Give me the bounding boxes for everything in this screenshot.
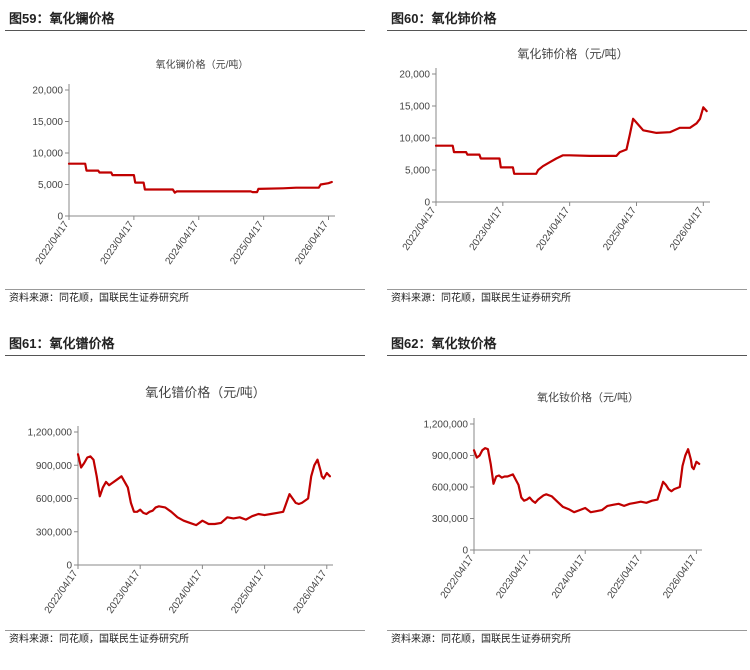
source-note: 资料来源：同花顺，国联民生证券研究所 xyxy=(5,289,365,308)
figure-title: 图62：氧化钕价格 xyxy=(387,333,747,356)
y-tick-label: 600,000 xyxy=(432,483,469,494)
x-tick-label: 2026/04/17 xyxy=(661,553,699,601)
chart-area: 氧化镨价格（元/吨） 0 300,000 600,000 900,000 1,200,00… xyxy=(5,357,365,629)
source-note: 资料来源：同花顺，国联民生证券研究所 xyxy=(387,630,747,649)
x-tick-label: 2023/04/17 xyxy=(99,219,137,267)
chart-title: 氧化镨价格（元/吨） xyxy=(145,385,266,400)
panel-praseodymium-oxide: 图61：氧化镨价格 氧化镨价格（元/吨） 0 300,000 600,000 900,0… xyxy=(5,333,365,645)
y-tick-label: 0 xyxy=(66,561,72,572)
x-tick-label: 2024/04/17 xyxy=(167,568,205,616)
y-tick-label: 600,000 xyxy=(36,494,73,505)
y-tick-label: 5,000 xyxy=(38,180,63,191)
chart-area: 氧化镧价格（元/吨） 0 5,000 10,000 15,000 20,000 2022/0… xyxy=(5,32,365,287)
source-note: 资料来源：同花顺，国联民生证券研究所 xyxy=(387,289,747,308)
y-tick-label: 20,000 xyxy=(399,70,430,81)
x-tick-label: 2023/04/17 xyxy=(494,553,532,601)
source-note: 资料来源：同花顺，国联民生证券研究所 xyxy=(5,630,365,649)
x-tick-label: 2024/04/17 xyxy=(550,553,588,601)
y-tick-label: 5,000 xyxy=(405,166,430,177)
x-tick-label: 2024/04/17 xyxy=(163,219,201,267)
x-tick-label: 2023/04/17 xyxy=(105,568,143,616)
y-tick-label: 20,000 xyxy=(32,86,63,97)
x-tick-label: 2023/04/17 xyxy=(468,205,506,253)
panel-cerium-oxide: 图60：氧化铈价格 氧化铈价格（元/吨） 0 5,000 10,000 15,000 20… xyxy=(387,8,747,304)
neodymium-oxide-price-chart: 氧化钕价格（元/吨） 0 300,000 600,000 900,000 1,200,00… xyxy=(424,390,702,601)
x-tick-label: 2022/04/17 xyxy=(401,205,439,253)
price-series-line xyxy=(434,106,708,175)
praseodymium-oxide-price-chart: 氧化镨价格（元/吨） 0 300,000 600,000 900,000 1,200,00… xyxy=(28,385,333,616)
y-tick-label: 1,200,000 xyxy=(424,420,469,431)
x-tick-label: 2022/04/17 xyxy=(34,219,72,267)
y-tick-label: 0 xyxy=(462,546,468,557)
chart-title: 氧化铈价格（元/吨） xyxy=(517,46,628,61)
chart-area: 氧化钕价格（元/吨） 0 300,000 600,000 900,000 1,200,00… xyxy=(387,357,747,629)
chart-title: 氧化钕价格（元/吨） xyxy=(537,390,639,404)
y-tick-label: 15,000 xyxy=(32,117,63,128)
price-series-line xyxy=(76,453,331,527)
x-tick-label: 2024/04/17 xyxy=(534,205,572,253)
x-tick-label: 2026/04/17 xyxy=(668,205,706,253)
y-tick-label: 0 xyxy=(424,198,430,209)
panel-lanthanum-oxide: 图59：氧化镧价格 氧化镧价格（元/吨） 0 5,000 10,000 15,000 20… xyxy=(5,8,365,304)
x-tick-label: 2025/04/17 xyxy=(606,553,644,601)
y-tick-label: 0 xyxy=(57,212,63,223)
lanthanum-oxide-price-chart: 氧化镧价格（元/吨） 0 5,000 10,000 15,000 20,000 2022/0… xyxy=(32,58,335,267)
x-tick-label: 2025/04/17 xyxy=(601,205,639,253)
chart-title: 氧化镧价格（元/吨） xyxy=(156,58,249,71)
x-tick-label: 2026/04/17 xyxy=(293,219,331,267)
figure-title: 图61：氧化镨价格 xyxy=(5,333,365,356)
figure-title: 图60：氧化铈价格 xyxy=(387,8,747,31)
x-tick-label: 2022/04/17 xyxy=(439,553,477,601)
y-tick-label: 300,000 xyxy=(36,527,73,538)
x-tick-label: 2022/04/17 xyxy=(43,568,81,616)
chart-area: 氧化铈价格（元/吨） 0 5,000 10,000 15,000 20,000 2022/0… xyxy=(387,32,747,287)
x-tick-label: 2025/04/17 xyxy=(229,568,267,616)
price-series-line xyxy=(472,446,701,514)
y-tick-label: 10,000 xyxy=(399,134,430,145)
price-series-line xyxy=(67,162,333,194)
x-tick-label: 2025/04/17 xyxy=(228,219,266,267)
y-tick-label: 300,000 xyxy=(432,514,469,525)
y-tick-label: 900,000 xyxy=(432,451,469,462)
y-tick-label: 1,200,000 xyxy=(28,428,73,439)
figure-title: 图59：氧化镧价格 xyxy=(5,8,365,31)
y-tick-label: 10,000 xyxy=(32,149,63,160)
cerium-oxide-price-chart: 氧化铈价格（元/吨） 0 5,000 10,000 15,000 20,000 2022/0… xyxy=(399,46,710,253)
x-tick-label: 2026/04/17 xyxy=(292,568,330,616)
y-tick-label: 900,000 xyxy=(36,461,73,472)
panel-neodymium-oxide: 图62：氧化钕价格 氧化钕价格（元/吨） 0 300,000 600,000 900,0… xyxy=(387,333,747,645)
y-tick-label: 15,000 xyxy=(399,102,430,113)
